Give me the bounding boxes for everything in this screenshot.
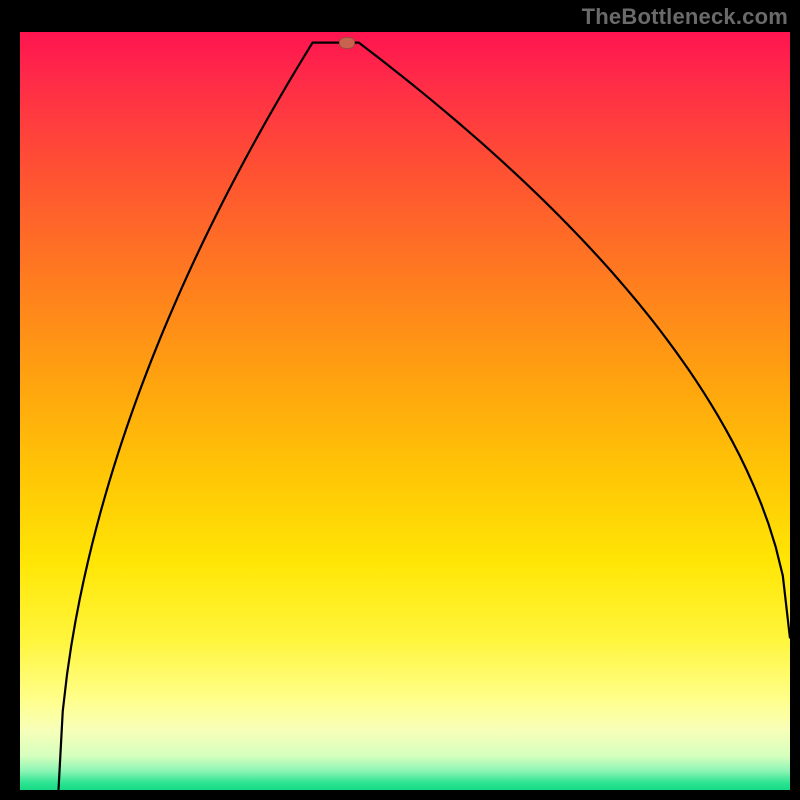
optimum-marker bbox=[339, 37, 355, 49]
watermark-text: TheBottleneck.com bbox=[582, 4, 788, 30]
plot-area bbox=[20, 32, 790, 790]
curve-path bbox=[59, 43, 791, 790]
bottleneck-curve bbox=[20, 32, 790, 790]
